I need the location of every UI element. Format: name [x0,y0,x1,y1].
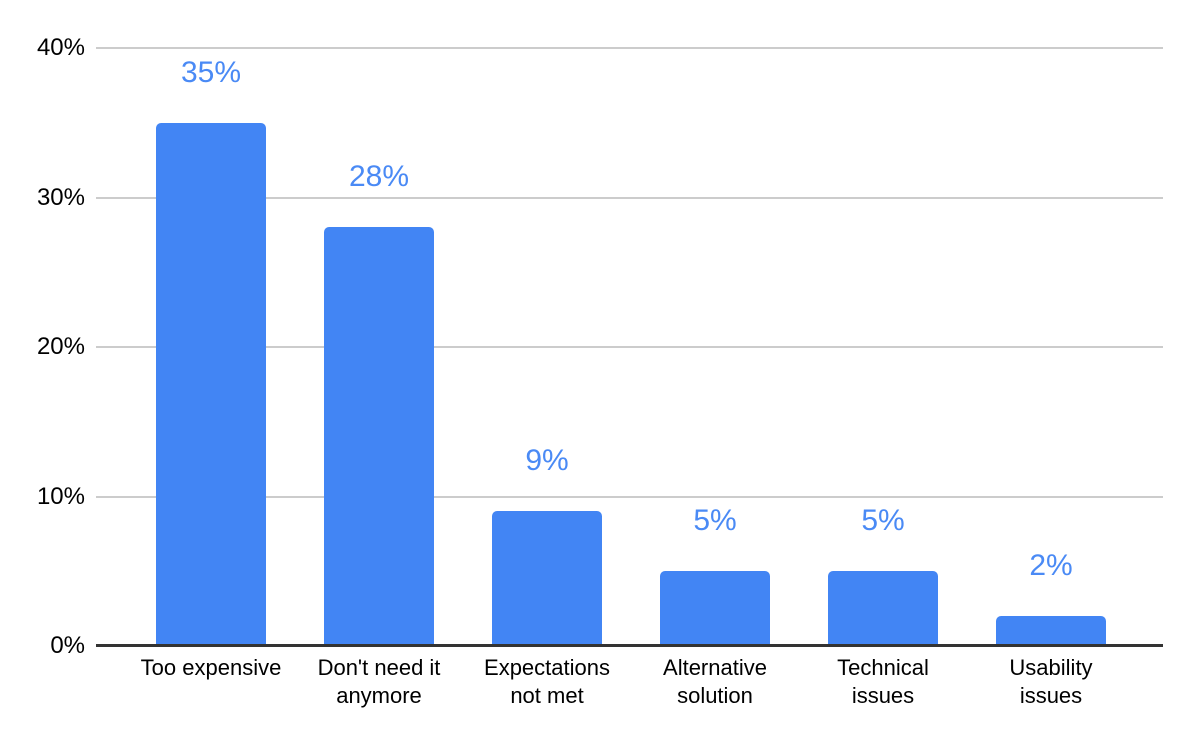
bar-technical-issues [828,571,938,646]
x-axis-baseline [96,644,1163,647]
bar-value-label: 35% [180,56,242,89]
gridline-30 [96,196,1163,199]
bar-usability-issues [996,616,1106,646]
y-axis-tick-label: 20% [36,333,85,360]
x-category-label: Usability issues [1009,655,1093,708]
gridline-40 [96,47,1163,49]
y-axis-tick-label: 0% [50,632,85,659]
x-category-label: Expectations not met [484,655,610,708]
gridline-20 [96,346,1163,348]
x-category-label: Technical issues [837,655,929,708]
gridline-10 [96,495,1163,498]
y-axis-tick-label: 40% [36,34,85,61]
y-axis-tick-label: 10% [36,482,85,510]
bar-value-label: 5% [861,504,905,537]
x-category-label: Too expensive [140,655,282,680]
bar-value-label: 2% [1029,549,1073,582]
bar-value-label: 9% [525,444,569,477]
bar-expectations-not-met [492,511,602,646]
bar-too-expensive [156,123,266,646]
bar-alternative-solution [660,571,770,646]
bar-don-t-need-it-anymore [324,227,434,646]
bar-value-label: 28% [348,160,410,193]
bar-value-label: 5% [693,504,737,537]
x-category-label: Don't need it anymore [317,655,441,708]
x-category-label: Alternative solution [663,655,767,708]
y-axis-tick-label: 30% [36,183,85,211]
